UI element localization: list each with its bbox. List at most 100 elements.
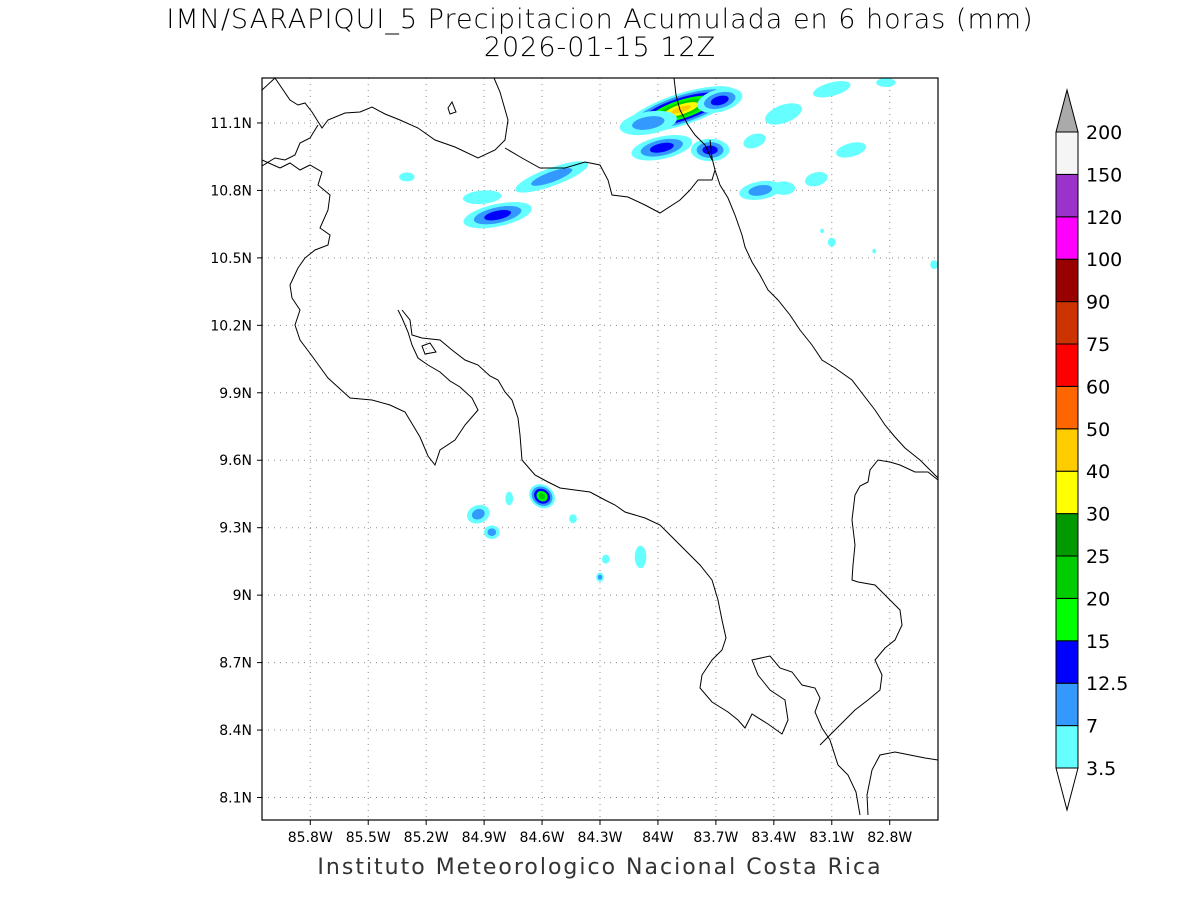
- colorbar-label: 60: [1086, 376, 1110, 398]
- axis-ticks: 85.8W 85.5W 85.2W 84.9W 84.6W 84.3W 84W 83.7W 83…: [210, 116, 912, 846]
- grid-lines: [262, 78, 938, 820]
- precip-cell: [697, 88, 743, 113]
- lat-tick-label: 8.7N: [219, 656, 252, 672]
- precip-cell: [569, 514, 577, 524]
- precip-cell: [601, 554, 610, 564]
- precip-cell: [930, 260, 938, 270]
- lon-tick-label: 84.9W: [462, 830, 507, 846]
- precip-cell: [529, 484, 555, 509]
- footer-credit: Instituto Meteorologico Nacional Costa R…: [317, 855, 883, 880]
- precip-contour-3.5: [634, 545, 647, 569]
- precip-cell: [804, 172, 828, 187]
- lon-tick-label: 85.8W: [288, 830, 333, 846]
- precip-contour-12.5: [649, 142, 674, 153]
- colorbar-swatch: [1055, 428, 1079, 472]
- colorbar-label: 200: [1086, 122, 1122, 144]
- pacific-coast-guanacaste: [279, 162, 479, 467]
- precip-contour-7: [531, 168, 573, 186]
- precip-cell: [765, 103, 802, 125]
- lat-tick-label: 11.1N: [210, 116, 252, 132]
- nicaragua-costa-rica-border: [262, 124, 319, 167]
- precip-contour-3.5: [804, 172, 828, 187]
- precip-contour-3.5: [827, 237, 836, 247]
- precip-contour-3.5: [743, 133, 766, 149]
- precip-contour-7: [632, 116, 665, 130]
- colorbar-swatch: [1055, 173, 1079, 218]
- colorbar-label: 90: [1086, 292, 1110, 314]
- colorbar-swatch: [1055, 343, 1079, 387]
- lon-tick-label: 84.3W: [577, 830, 622, 846]
- precip-cell: [739, 180, 782, 201]
- precip-cell: [876, 78, 896, 87]
- nicaragua-caribbean-coast: [673, 78, 713, 161]
- colorbar-label: 7: [1086, 716, 1098, 738]
- lat-tick-label: 8.1N: [219, 791, 252, 807]
- precip-cell: [619, 110, 677, 136]
- precip-contour-12.5: [702, 145, 718, 155]
- chira-island: [421, 342, 437, 355]
- colorbar-swatch: [1055, 131, 1079, 175]
- precip-cell: [634, 545, 647, 569]
- lon-tick-label: 84W: [642, 830, 674, 846]
- precip-contour-7: [471, 508, 485, 520]
- lat-tick-label: 8.4N: [219, 723, 252, 739]
- colorbar-swatch: [1055, 725, 1079, 769]
- colorbar-label: 15: [1086, 631, 1110, 653]
- lat-tick-label: 9.6N: [219, 453, 252, 469]
- lat-tick-label: 9.3N: [219, 521, 252, 537]
- colorbar-swatch: [1055, 513, 1079, 557]
- precip-cell: [399, 172, 415, 182]
- precip-cell: [820, 228, 825, 234]
- colorbar-label: 150: [1086, 164, 1122, 186]
- precip-contour-7: [748, 185, 773, 196]
- precip-contour-3.5: [462, 190, 502, 205]
- lon-tick-label: 83.4W: [751, 830, 796, 846]
- precip-contour-3.5: [569, 514, 577, 524]
- precip-contour-12.5: [484, 209, 512, 221]
- colorbar-label: 120: [1086, 207, 1122, 229]
- lon-tick-label: 83.1W: [809, 830, 854, 846]
- precip-cell: [631, 134, 693, 161]
- precip-contour-40: [671, 105, 691, 114]
- lake-nicaragua-shore: [274, 78, 509, 159]
- colorbar-label: 40: [1086, 461, 1110, 483]
- colorbar-swatch: [1055, 470, 1079, 515]
- precip-contour-3.5: [505, 491, 514, 506]
- colorbar-legend: 3.5 7 12.5 15 20 25 30 40 50 60 75 90 100 120 150 200: [1055, 88, 1128, 812]
- lat-tick-label: 10.8N: [210, 183, 252, 199]
- precip-cell: [827, 237, 836, 247]
- precip-cell: [505, 491, 514, 506]
- precip-cell: [813, 81, 851, 98]
- colorbar-swatch: [1055, 555, 1079, 599]
- map-title: IMN/SARAPIQUI_5 Precipitacion Acumulada …: [166, 4, 1034, 35]
- colorbar-swatch: [1055, 301, 1079, 345]
- pacific-coast-central: [401, 309, 861, 816]
- panama-border: [819, 459, 938, 746]
- colorbar-label: 100: [1086, 249, 1122, 271]
- precipitation-field: [399, 78, 938, 582]
- lon-tick-label: 82.8W: [867, 830, 912, 846]
- lat-tick-label: 10.5N: [210, 251, 252, 267]
- precip-contour-3.5: [820, 228, 825, 234]
- precip-contour-3.5: [836, 142, 867, 158]
- lon-tick-label: 83.7W: [693, 830, 738, 846]
- colorbar-swatch: [1055, 385, 1079, 430]
- colorbar-label: 50: [1086, 419, 1110, 441]
- lon-tick-label: 85.2W: [404, 830, 449, 846]
- colorbar-swatch: [1055, 640, 1079, 684]
- precip-contour-3.5: [771, 181, 796, 195]
- burica-peninsula: [866, 751, 938, 816]
- pacific-coast-nicoya-start: [262, 159, 281, 169]
- lat-tick-label: 9.9N: [219, 386, 252, 402]
- colorbar-lower-triangle: [1055, 767, 1079, 812]
- precip-cell: [467, 504, 490, 524]
- lat-tick-label: 9N: [233, 588, 252, 604]
- precip-cell: [872, 248, 877, 254]
- precip-cell: [836, 142, 867, 158]
- precip-contour-3.5: [813, 81, 851, 98]
- precip-contour-3.5: [876, 78, 896, 87]
- colorbar-label: 12.5: [1086, 673, 1128, 695]
- precip-contour-3.5: [765, 103, 802, 125]
- coastlines-and-borders: [262, 78, 938, 816]
